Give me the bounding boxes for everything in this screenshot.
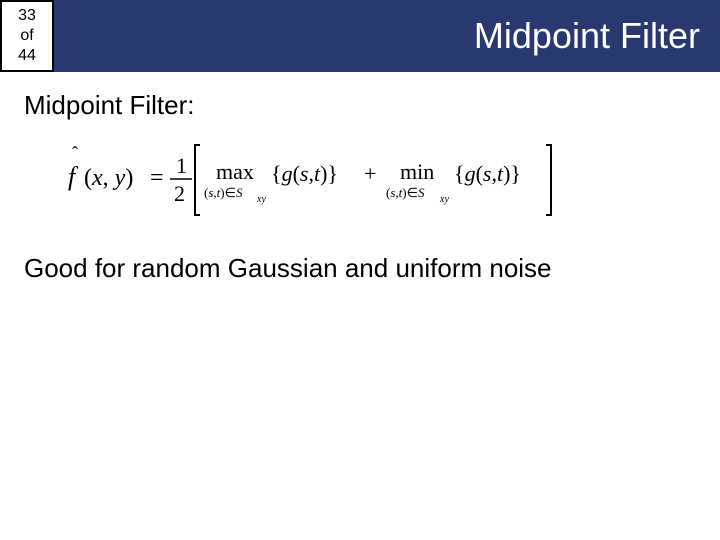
formula-max-sub: (s,t)∈S <box>204 185 243 200</box>
formula-hat: ˆ <box>72 143 78 163</box>
page-total: 44 <box>18 46 36 66</box>
content-area: Midpoint Filter: ˆ f (x, y) = 1 2 max (s… <box>0 72 720 285</box>
formula-lhs-args: (x, y) <box>84 165 133 191</box>
formula-max-sub-xy: xy <box>256 194 266 205</box>
formula-container: ˆ f (x, y) = 1 2 max (s,t)∈S xy {g(s,t)}… <box>24 135 696 230</box>
formula-min-sub: (s,t)∈S <box>386 185 425 200</box>
formula-max-arg: {g(s,t)} <box>271 161 338 186</box>
formula-left-bracket <box>195 145 200 215</box>
formula-equals: = <box>150 165 164 191</box>
title-banner: Midpoint Filter <box>54 0 720 72</box>
formula-plus: + <box>364 161 376 186</box>
slide-title: Midpoint Filter <box>474 15 700 57</box>
formula-f: f <box>68 162 79 191</box>
formula-right-bracket <box>546 145 551 215</box>
formula-min-sub-xy: xy <box>439 194 449 205</box>
body-text: Good for random Gaussian and uniform noi… <box>24 252 696 285</box>
formula-frac-den: 2 <box>174 181 185 206</box>
header-bar: 33 of 44 Midpoint Filter <box>0 0 720 72</box>
page-of-label: of <box>20 26 33 46</box>
formula-min-arg: {g(s,t)} <box>454 161 521 186</box>
page-counter: 33 of 44 <box>0 0 54 72</box>
page-current: 33 <box>18 6 36 26</box>
midpoint-formula: ˆ f (x, y) = 1 2 max (s,t)∈S xy {g(s,t)}… <box>64 135 644 225</box>
section-heading: Midpoint Filter: <box>24 90 696 121</box>
formula-min-op: min <box>400 159 434 184</box>
formula-max-op: max <box>216 159 254 184</box>
formula-frac-num: 1 <box>176 153 187 178</box>
